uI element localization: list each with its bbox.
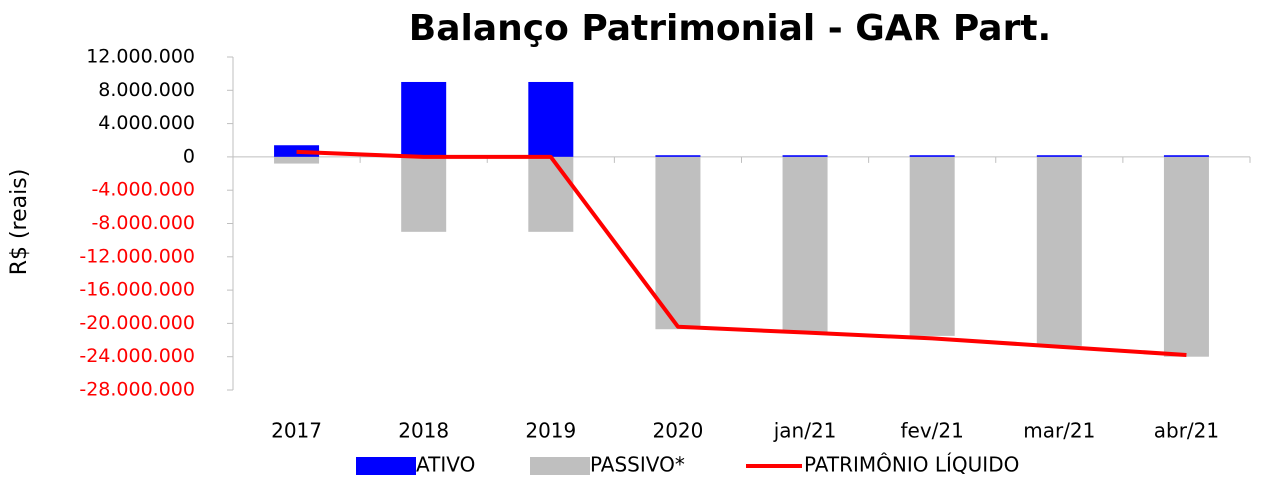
bar <box>401 156 447 232</box>
bar <box>528 81 574 157</box>
x-tick-label: 2017 <box>271 419 322 443</box>
bar <box>782 156 828 332</box>
y-tick-label: -20.000.000 <box>79 312 195 334</box>
bar <box>655 156 701 330</box>
bar <box>782 155 828 157</box>
y-tick-label: -4.000.000 <box>91 179 195 201</box>
legend-swatch <box>530 457 590 475</box>
bar <box>1163 155 1209 157</box>
y-axis-label: R$ (reais) <box>7 169 32 276</box>
legend-label: PATRIMÔNIO LÍQUIDO <box>804 453 1019 477</box>
bar <box>909 156 955 336</box>
line <box>296 149 1187 358</box>
x-tick-label: 2019 <box>525 419 576 443</box>
x-tick-label: fev/21 <box>901 419 964 443</box>
legend-swatch <box>356 457 416 475</box>
x-tick-label: jan/21 <box>773 419 837 443</box>
legend-label: PASSIVO* <box>590 453 685 477</box>
y-tick-label: 8.000.000 <box>98 79 195 101</box>
bar <box>274 156 320 164</box>
bar <box>1163 156 1209 357</box>
y-tick-label: 4.000.000 <box>98 112 195 134</box>
y-tick-label: -28.000.000 <box>79 379 195 401</box>
y-tick-label: 12.000.000 <box>86 46 195 68</box>
x-tick-label: 2020 <box>652 419 703 443</box>
y-tick-label: -8.000.000 <box>91 212 195 234</box>
legend-label: ATIVO <box>416 453 475 477</box>
y-tick-label: -12.000.000 <box>79 245 195 267</box>
bar <box>1036 155 1082 157</box>
y-tick-label: -16.000.000 <box>79 279 195 301</box>
x-tick-label: mar/21 <box>1023 419 1095 443</box>
y-tick-label: 0 <box>183 145 195 167</box>
bar <box>401 81 447 157</box>
chart-title: Balanço Patrimonial - GAR Part. <box>409 8 1051 49</box>
bar <box>909 155 955 157</box>
bar <box>528 156 574 232</box>
bar <box>655 155 701 157</box>
x-tick-label: 2018 <box>398 419 449 443</box>
bar <box>274 145 320 157</box>
y-tick-label: -24.000.000 <box>79 345 195 367</box>
x-tick-label: abr/21 <box>1154 419 1219 443</box>
bar <box>1036 156 1082 346</box>
